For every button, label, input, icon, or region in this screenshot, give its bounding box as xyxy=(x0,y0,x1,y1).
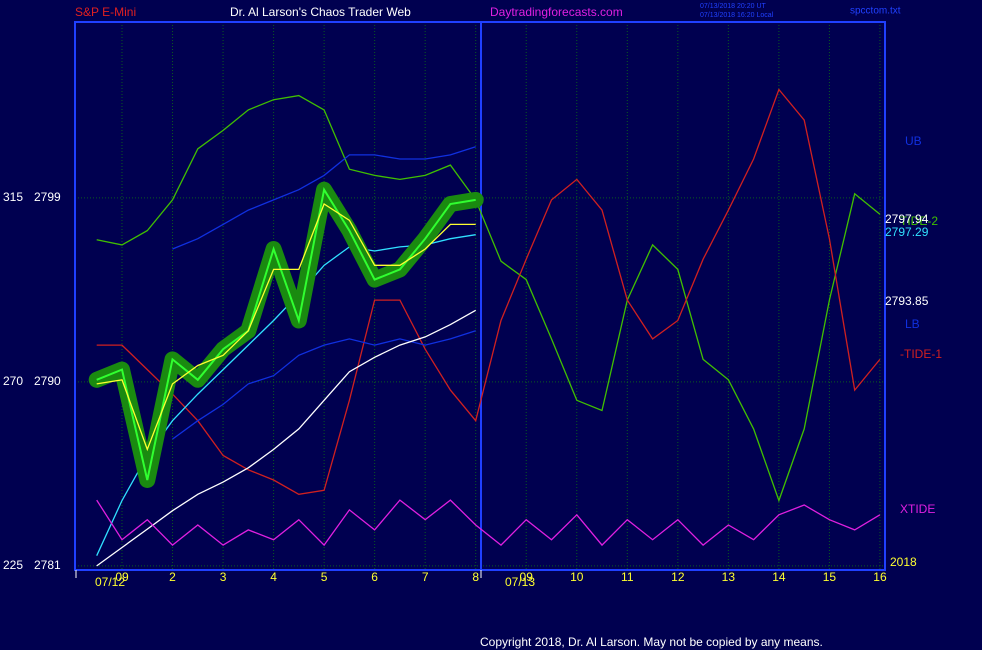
y-tick-label: 2799 xyxy=(34,190,61,204)
x-tick-label: 14 xyxy=(772,570,786,584)
y-tick-label: 2790 xyxy=(34,374,61,388)
year-label: 2018 xyxy=(890,555,917,569)
x-tick-label: 4 xyxy=(270,570,277,584)
x-tick-label: 12 xyxy=(671,570,685,584)
timestamp: 07/13/2018 20:20 UT xyxy=(700,3,766,10)
last-value: 2793.85 xyxy=(885,294,929,308)
instrument: S&P E-Mini xyxy=(75,5,136,19)
last-value: 2797.94 xyxy=(885,212,929,226)
legend-label: -TIDE-1 xyxy=(900,347,942,361)
day-label: 07/12 xyxy=(95,575,125,589)
x-tick-label: 8 xyxy=(472,570,479,584)
legend-label: TIDE-2 xyxy=(900,214,938,228)
day-label: 07/13 xyxy=(505,575,535,589)
x-tick-label: 11 xyxy=(621,570,634,584)
x-tick-label: 15 xyxy=(823,570,837,584)
file-name: spcctom.txt xyxy=(850,6,901,17)
x-tick-label: 09 xyxy=(520,570,534,584)
legend-label: UB xyxy=(905,134,922,148)
x-tick-label: 16 xyxy=(873,570,887,584)
x-tick-label: 6 xyxy=(371,570,378,584)
x-tick-label: 7 xyxy=(422,570,429,584)
legend-label: XTIDE xyxy=(900,502,935,516)
series-line xyxy=(172,146,476,250)
y-tick-label: 2781 xyxy=(34,558,61,572)
chart-title: Dr. Al Larson's Chaos Trader Web xyxy=(230,5,411,19)
x-tick-label: 2 xyxy=(169,570,176,584)
series-line xyxy=(96,94,881,503)
site: Daytradingforecasts.com xyxy=(490,5,623,19)
series-line xyxy=(172,330,476,440)
x-tick-label: 13 xyxy=(722,570,736,584)
series-line xyxy=(96,186,476,481)
y2-tick-label: 225 xyxy=(3,558,23,572)
series-line xyxy=(96,499,881,547)
y2-tick-label: 270 xyxy=(3,374,23,388)
last-value: 2797.29 xyxy=(885,225,929,239)
copyright: Copyright 2018, Dr. Al Larson. May not b… xyxy=(480,635,823,649)
series-line xyxy=(96,88,881,495)
series-line xyxy=(96,309,477,567)
y2-tick-label: 315 xyxy=(3,190,23,204)
x-tick-label: 5 xyxy=(321,570,328,584)
timestamp: 07/13/2018 16:20 Local xyxy=(700,12,774,19)
x-tick-label: 10 xyxy=(570,570,584,584)
series-line xyxy=(96,203,476,452)
x-tick-label: 3 xyxy=(220,570,227,584)
x-tick-label: 09 xyxy=(115,570,129,584)
legend-label: LB xyxy=(905,317,920,331)
